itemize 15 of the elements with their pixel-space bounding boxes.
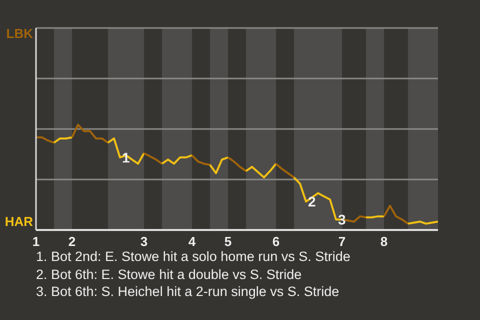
text: LBK: [6, 26, 34, 41]
text: 2. Bot 6th: E. Stowe hit a double vs S. Stride: [36, 266, 303, 283]
annotation: 2: [308, 194, 316, 210]
x-tick-label: 4: [188, 234, 196, 250]
text: 1. Bot 2nd: E. Stowe hit a solo home run vs S. Stride: [36, 248, 350, 266]
x-tick-label: 1: [32, 234, 40, 250]
x-tick-label: 7: [338, 234, 346, 250]
x-tick-label: 6: [272, 234, 280, 250]
annotation: 3: [338, 211, 346, 228]
x-tick-label: 8: [380, 234, 388, 250]
x-tick-label: 2: [68, 234, 76, 250]
x-tick-label: 5: [224, 234, 232, 250]
x-tick-label: 3: [140, 234, 148, 250]
text: 3. Bot 6th: S. Heichel hit a 2-run single vs S. Stride: [36, 283, 340, 300]
text: HAR: [4, 214, 34, 229]
